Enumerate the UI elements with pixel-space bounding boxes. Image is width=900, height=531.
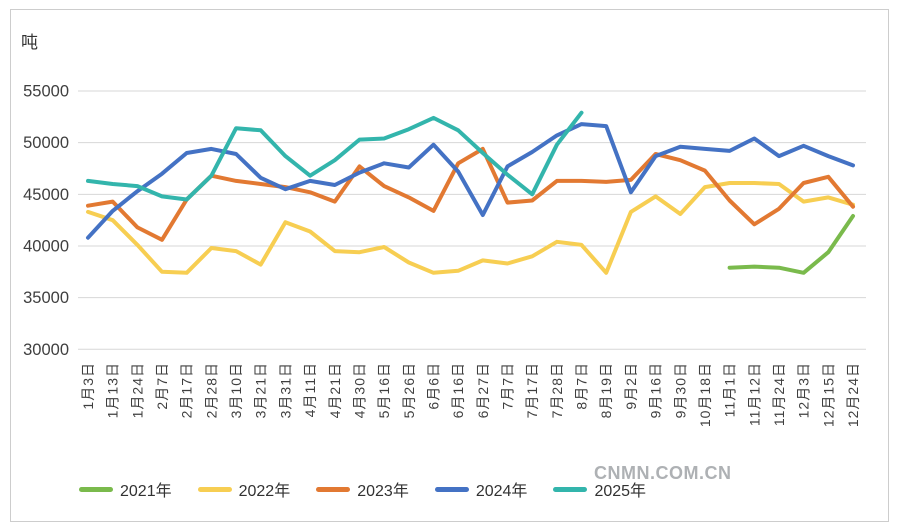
x-tick-label: 2月17日 xyxy=(179,362,195,418)
x-tick-label: 2月28日 xyxy=(203,362,219,418)
y-tick-label: 45000 xyxy=(23,186,69,204)
series-line-2025年 xyxy=(86,110,584,202)
x-tick-label: 11月12日 xyxy=(746,362,762,426)
y-tick-label: 35000 xyxy=(23,289,69,307)
x-tick-label: 7月7日 xyxy=(500,362,516,410)
y-tick-label: 55000 xyxy=(23,83,69,101)
legend-swatch xyxy=(434,486,469,492)
legend-item-2021年: 2021年 xyxy=(79,477,172,501)
y-axis-unit-label: 吨 xyxy=(21,33,38,52)
series-line-2023年 xyxy=(86,146,855,242)
legend-item-2023年: 2023年 xyxy=(316,477,409,501)
legend: 2021年 2022年 2023年 2024年 2025年 xyxy=(79,477,646,501)
x-tick-label: 1月3日 xyxy=(80,362,96,410)
legend-swatch xyxy=(553,486,588,492)
x-tick-label: 1月13日 xyxy=(105,362,121,418)
legend-item-2022年: 2022年 xyxy=(197,477,291,501)
series-line-2021年 xyxy=(727,214,855,275)
x-tick-label: 4月21日 xyxy=(327,362,343,418)
x-tick-label: 12月3日 xyxy=(796,362,812,418)
legend-label: 2023年 xyxy=(357,483,409,500)
x-tick-label: 11月1日 xyxy=(722,362,738,417)
legend-swatch xyxy=(79,486,113,492)
x-tick-label: 1月24日 xyxy=(129,362,145,418)
legend-label: 2024年 xyxy=(475,483,528,500)
x-tick-label: 4月30日 xyxy=(351,362,367,418)
x-tick-label: 7月17日 xyxy=(524,362,540,418)
x-tick-label: 7月28日 xyxy=(549,362,565,418)
y-tick-label: 30000 xyxy=(23,341,69,359)
x-tick-label: 3月31日 xyxy=(277,362,293,418)
x-tick-label: 10月18日 xyxy=(697,362,713,427)
x-tick-label: 6月6日 xyxy=(425,362,441,410)
x-tick-label: 9月2日 xyxy=(623,362,639,410)
legend-label: 2021年 xyxy=(120,483,172,500)
series-line-2022年 xyxy=(86,181,855,275)
x-tick-label: 3月21日 xyxy=(253,362,269,418)
x-tick-label: 4月11日 xyxy=(302,362,318,417)
x-tick-label: 8月7日 xyxy=(574,362,590,410)
y-tick-label: 40000 xyxy=(23,237,69,255)
x-tick-label: 2月7日 xyxy=(154,362,170,410)
x-tick-label: 11月24日 xyxy=(771,362,787,426)
x-tick-label: 5月26日 xyxy=(401,362,417,418)
x-tick-label: 5月16日 xyxy=(376,362,392,418)
x-tick-label: 12月15日 xyxy=(820,362,836,427)
x-tick-label: 12月24日 xyxy=(845,362,861,427)
legend-label: 2025年 xyxy=(594,483,647,500)
legend-swatch xyxy=(316,486,351,492)
x-tick-label: 6月27日 xyxy=(475,362,491,418)
x-tick-label: 9月16日 xyxy=(648,362,664,418)
x-tick-label: 9月30日 xyxy=(672,362,688,418)
page-border xyxy=(10,9,889,522)
legend-swatch xyxy=(197,486,232,492)
legend-label: 2022年 xyxy=(238,483,291,500)
legend-item-2025年: 2025年 xyxy=(553,477,646,501)
y-tick-label: 50000 xyxy=(23,134,69,152)
x-tick-label: 6月16日 xyxy=(450,362,466,418)
legend-item-2024年: 2024年 xyxy=(434,477,528,501)
series-line-2024年 xyxy=(86,122,855,240)
watermark: CNMN.COM.CN xyxy=(594,463,732,483)
x-tick-label: 3月10日 xyxy=(228,362,244,418)
x-tick-label: 8月19日 xyxy=(598,362,614,418)
